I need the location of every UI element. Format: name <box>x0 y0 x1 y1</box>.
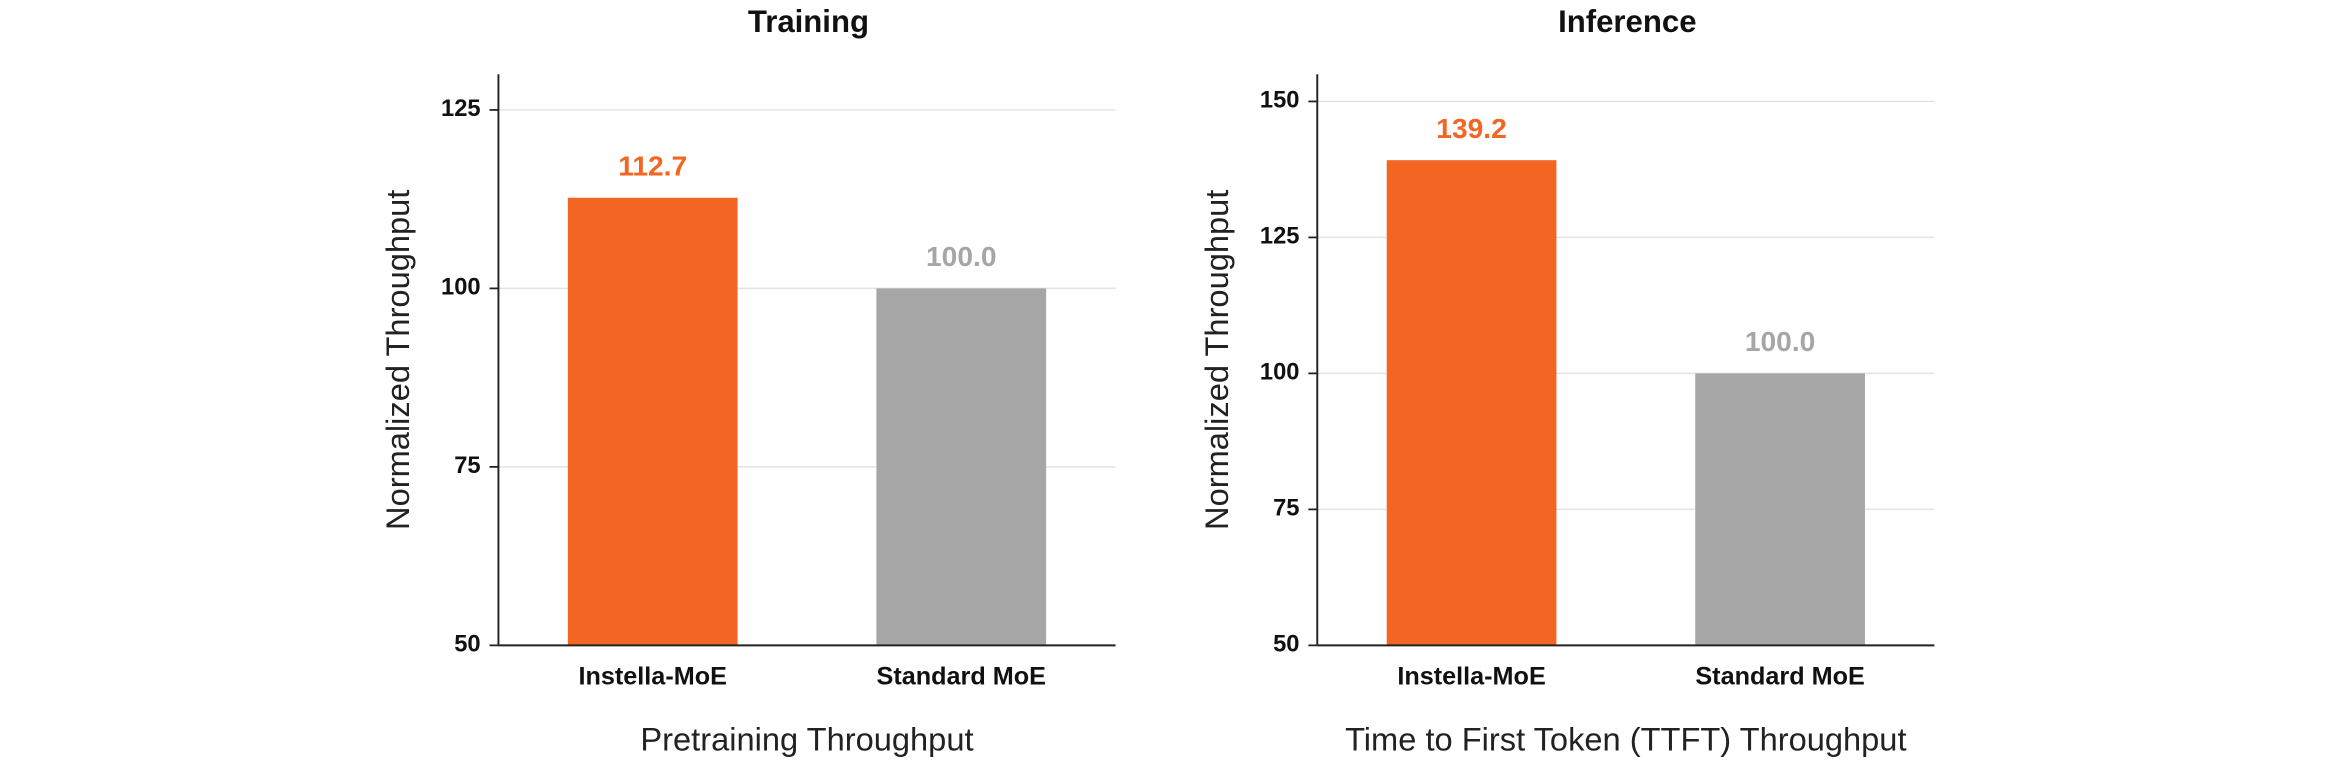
bar <box>567 197 738 646</box>
y-tick-label: 150 <box>1260 88 1300 114</box>
x-tick-label: Instella-MoE <box>578 663 726 691</box>
y-tick-label: 125 <box>441 96 481 122</box>
x-axis-label: Time to First Token (TTFT) Throughput <box>1345 720 1906 757</box>
chart-title: Inference <box>1558 4 1696 39</box>
y-tick-label: 75 <box>454 453 480 479</box>
bar <box>1386 160 1557 646</box>
bar <box>1695 373 1865 646</box>
y-tick-label: 50 <box>454 632 480 658</box>
y-tick-label: 100 <box>441 275 481 301</box>
y-tick-label: 100 <box>1260 360 1300 386</box>
chart-title: Training <box>748 4 869 39</box>
bar <box>876 288 1047 646</box>
value-label: 139.2 <box>1436 112 1507 144</box>
y-axis-label: Normalized Throughput <box>1198 190 1235 530</box>
x-axis-label: Pretraining Throughput <box>640 720 973 757</box>
value-label: 100.0 <box>926 240 997 272</box>
y-tick-label: 125 <box>1260 224 1300 250</box>
y-tick-label: 50 <box>1273 632 1299 658</box>
x-tick-label: Standard MoE <box>1695 663 1864 691</box>
y-axis-label: Normalized Throughput <box>379 190 416 530</box>
x-tick-label: Standard MoE <box>877 663 1046 691</box>
y-tick-label: 75 <box>1273 496 1299 522</box>
x-tick-label: Instella-MoE <box>1397 663 1545 691</box>
value-label: 100.0 <box>1745 325 1816 357</box>
value-label: 112.7 <box>618 150 687 182</box>
